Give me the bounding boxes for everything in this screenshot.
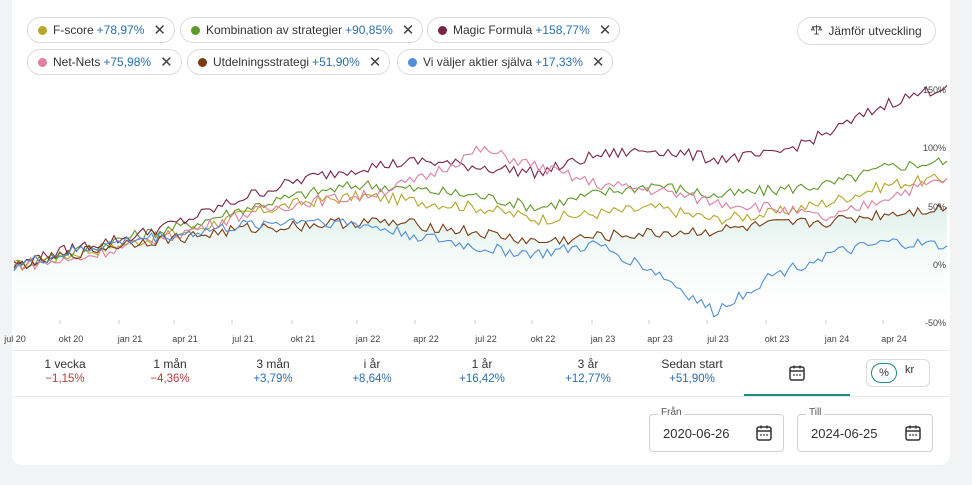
- period-label: Sedan start: [661, 357, 723, 371]
- x-tick-label: okt 23: [764, 334, 790, 344]
- chip-label: Kombination av strategier: [206, 23, 343, 37]
- x-tick-label: okt 20: [58, 334, 84, 344]
- period-label: 1 mån: [153, 357, 187, 371]
- calendar-icon: [789, 365, 805, 381]
- x-tick-label: apr 22: [413, 334, 439, 344]
- period-0[interactable]: 1 vecka −1,15%: [15, 357, 115, 385]
- x-tick-label: jul 22: [475, 334, 497, 344]
- series-color-dot: [191, 25, 200, 35]
- chip-label: Net-Nets: [53, 55, 101, 69]
- close-icon[interactable]: ✕: [160, 53, 173, 71]
- period-value: −1,15%: [45, 373, 85, 385]
- period-label: 1 år: [471, 357, 493, 371]
- chip-net-nets[interactable]: Net-Nets +75,98% ✕: [27, 49, 182, 75]
- x-tick-label: jul 20: [4, 334, 26, 344]
- period-4[interactable]: 1 år +16,42%: [432, 357, 532, 385]
- series-line-5: [13, 218, 948, 318]
- series-color-dot: [438, 25, 447, 35]
- y-tick-label: 0%: [932, 259, 946, 270]
- y-tick-label: 150%: [922, 85, 946, 96]
- chip-label: Vi väljer aktier själva: [423, 55, 533, 69]
- period-3[interactable]: i år +8,64%: [322, 357, 422, 385]
- period-2[interactable]: 3 mån +3,79%: [223, 357, 323, 385]
- series-line-1: [13, 157, 948, 271]
- period-1[interactable]: 1 mån −4,36%: [120, 357, 220, 385]
- chip-percent: +75,98%: [103, 55, 152, 69]
- period-value: +12,77%: [565, 373, 611, 385]
- compare-button-label: Jämför utveckling: [828, 24, 922, 38]
- x-tick-label: jan 21: [117, 334, 143, 344]
- date-from-field[interactable]: Från 2020-06-26: [649, 407, 784, 452]
- compare-button[interactable]: Jämför utveckling: [797, 17, 936, 45]
- chip-utdelningsstrategi[interactable]: Utdelningsstrategi +51,90% ✕: [187, 49, 391, 75]
- divider: [12, 396, 950, 397]
- series-line-2: [13, 85, 948, 268]
- x-tick-label: jan 23: [590, 334, 616, 344]
- chip-percent: +51,90%: [312, 55, 360, 69]
- chip-kombination[interactable]: Kombination av strategier +90,85% ✕: [180, 17, 424, 43]
- chip-percent: +158,77%: [535, 23, 590, 37]
- calendar-icon[interactable]: [904, 424, 922, 447]
- close-icon[interactable]: ✕: [401, 21, 415, 39]
- date-to-label: Till: [806, 407, 825, 418]
- y-tick-label: -50%: [924, 318, 946, 328]
- date-from-value[interactable]: 2020-06-26: [663, 426, 730, 441]
- unit-percent-option[interactable]: %: [871, 363, 897, 383]
- x-tick-label: okt 22: [530, 334, 556, 344]
- chip-percent: +90,85%: [345, 23, 393, 37]
- y-tick-label: 100%: [922, 143, 946, 154]
- series-color-dot: [198, 57, 207, 67]
- x-tick-label: apr 23: [647, 334, 673, 344]
- date-to-field[interactable]: Till 2024-06-25: [797, 407, 933, 452]
- x-tick-label: jul 21: [232, 334, 254, 344]
- y-tick-label: 50%: [927, 201, 946, 212]
- period-value: +3,79%: [253, 373, 293, 385]
- chip-label: Utdelningsstrategi: [213, 55, 310, 69]
- custom-range-tab[interactable]: [744, 352, 850, 396]
- date-from-label: Från: [658, 407, 685, 418]
- period-label: 3 mån: [256, 357, 290, 371]
- scale-icon: [811, 24, 823, 38]
- unit-kr-option[interactable]: kr: [905, 364, 915, 376]
- divider: [12, 350, 950, 351]
- calendar-icon[interactable]: [755, 424, 773, 447]
- x-tick-label: jan 22: [355, 334, 381, 344]
- series-line-4: [13, 203, 948, 270]
- series-color-dot: [38, 57, 47, 67]
- date-to-value[interactable]: 2024-06-25: [811, 426, 878, 441]
- x-tick-label: apr 24: [881, 334, 907, 344]
- chip-f-score[interactable]: F-score +78,97% ✕: [27, 17, 175, 43]
- period-value: +51,90%: [669, 373, 715, 385]
- period-label: 3 år: [577, 357, 599, 371]
- x-tick-label: okt 21: [290, 334, 316, 344]
- x-tick-label: jan 24: [824, 334, 850, 344]
- close-icon[interactable]: ✕: [368, 53, 382, 71]
- x-tick-label: jul 23: [707, 334, 729, 344]
- chip-percent: +17,33%: [535, 55, 583, 69]
- chip-magic-formula[interactable]: Magic Formula +158,77% ✕: [427, 17, 621, 43]
- chip-label: Magic Formula: [453, 23, 533, 37]
- series-line-3: [13, 145, 948, 272]
- period-value: −4,36%: [150, 373, 190, 385]
- series-color-dot: [408, 57, 417, 67]
- x-tick-label: apr 21: [172, 334, 198, 344]
- chip-vi-valjer-aktier[interactable]: Vi väljer aktier själva +17,33% ✕: [397, 49, 614, 75]
- period-value: +8,64%: [352, 373, 392, 385]
- period-6[interactable]: Sedan start +51,90%: [642, 357, 742, 385]
- chip-label: F-score: [53, 23, 94, 37]
- performance-chart[interactable]: [12, 68, 950, 326]
- chip-percent: +78,97%: [96, 23, 145, 37]
- period-label: 1 vecka: [44, 357, 86, 371]
- period-label: i år: [363, 357, 381, 371]
- close-icon[interactable]: ✕: [598, 21, 612, 39]
- period-value: +16,42%: [459, 373, 505, 385]
- close-icon[interactable]: ✕: [153, 21, 166, 39]
- period-5[interactable]: 3 år +12,77%: [538, 357, 638, 385]
- close-icon[interactable]: ✕: [591, 53, 605, 71]
- series-color-dot: [38, 25, 47, 35]
- unit-toggle[interactable]: % kr: [866, 359, 930, 387]
